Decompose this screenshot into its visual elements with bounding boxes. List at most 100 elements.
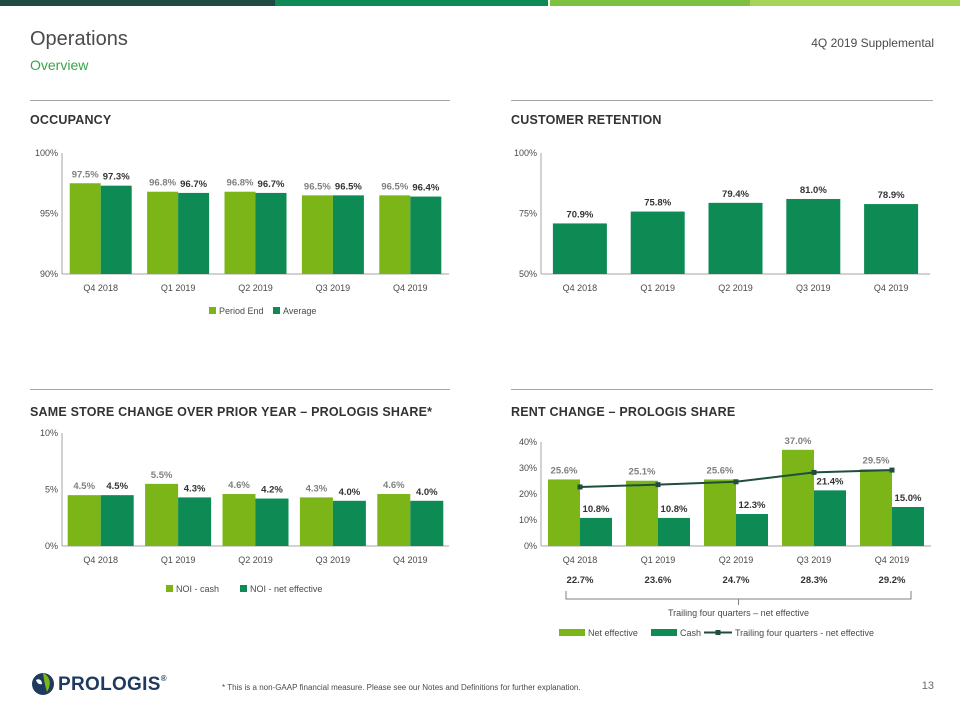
same-store-chart: 0% 5% 10% Q4 2018 4.5% 4.5% Q1 2019 5.5% 4.3% Q2 … xyxy=(40,428,449,594)
bar-data-label: 97.3% xyxy=(103,172,130,183)
legend-swatch xyxy=(209,307,216,314)
legend-label: Cash xyxy=(680,628,701,638)
legend-label: Average xyxy=(283,306,316,316)
bar xyxy=(178,497,212,546)
x-tick-label: Q4 2018 xyxy=(563,555,598,565)
bar xyxy=(786,198,841,274)
trailing-line-marker xyxy=(577,484,583,490)
bar xyxy=(580,517,612,546)
divider-rent-change xyxy=(511,389,933,390)
bar xyxy=(255,498,289,546)
same-store-title: SAME STORE CHANGE OVER PRIOR YEAR – PROL… xyxy=(30,405,433,419)
bar-data-label: 4.6% xyxy=(228,480,250,491)
legend-swatch xyxy=(240,585,247,592)
bar-data-label: 96.7% xyxy=(180,179,207,190)
bar-data-label: 4.3% xyxy=(306,483,328,494)
trailing-line-marker xyxy=(811,469,817,475)
top-bar-segment-3 xyxy=(548,0,550,6)
x-tick-label: Q4 2018 xyxy=(83,283,118,293)
top-color-bar xyxy=(0,0,960,6)
bar xyxy=(332,500,366,546)
top-bar-segment-5 xyxy=(750,0,960,6)
bar-data-label: 25.6% xyxy=(551,465,578,476)
x-tick-label: Q2 2019 xyxy=(238,555,273,565)
bar xyxy=(548,479,580,546)
bar xyxy=(67,495,101,546)
bar xyxy=(379,195,411,274)
bar-data-label: 4.0% xyxy=(416,487,438,498)
y-tick-label: 40% xyxy=(519,437,537,447)
occupancy-title: OCCUPANCY xyxy=(30,113,112,127)
bar-data-label: 70.9% xyxy=(566,209,593,220)
x-tick-label: Q3 2019 xyxy=(316,555,351,565)
page-subtitle: Overview xyxy=(30,57,89,73)
logo-wordmark: PROLOGIS xyxy=(58,674,161,695)
rent-change-chart: 0% 10% 20% 30% 40% Q4 2018 25.6% 10.8% Q1 2019 25… xyxy=(519,436,931,638)
y-tick-label: 50% xyxy=(519,269,537,279)
bar-data-label: 97.5% xyxy=(72,169,99,180)
rent-change-title: RENT CHANGE – PROLOGIS SHARE xyxy=(511,405,736,419)
y-tick-label: 30% xyxy=(519,463,537,473)
x-tick-label: Q4 2019 xyxy=(874,283,909,293)
bar-data-label: 4.5% xyxy=(106,481,128,492)
page-title: Operations xyxy=(30,28,128,50)
bar-data-label: 21.4% xyxy=(817,476,844,487)
legend-label: Net effective xyxy=(588,628,638,638)
top-bar-segment-4 xyxy=(550,0,750,6)
legend-line-marker xyxy=(715,630,721,635)
trailing-bracket-label: Trailing four quarters – net effective xyxy=(668,608,809,618)
bar-data-label: 25.1% xyxy=(629,467,656,478)
bar xyxy=(704,479,736,546)
trailing-value-label: 23.6% xyxy=(645,575,672,586)
bar xyxy=(255,192,287,274)
bar-data-label: 96.8% xyxy=(227,178,254,189)
x-tick-label: Q1 2019 xyxy=(640,283,675,293)
bar-data-label: 4.0% xyxy=(339,487,361,498)
bar-data-label: 25.6% xyxy=(707,465,734,476)
bar xyxy=(864,204,919,274)
bar xyxy=(410,500,444,546)
bar xyxy=(147,191,179,274)
trailing-value-label: 24.7% xyxy=(723,575,750,586)
bar-data-label: 79.4% xyxy=(722,189,749,200)
bar xyxy=(552,223,607,274)
bar xyxy=(814,490,846,546)
prologis-logo: PROLOGIS® xyxy=(30,670,180,700)
x-tick-label: Q4 2019 xyxy=(875,555,910,565)
x-tick-label: Q4 2019 xyxy=(393,555,428,565)
legend-label: NOI - cash xyxy=(176,584,219,594)
x-tick-label: Q3 2019 xyxy=(796,283,831,293)
legend-swatch xyxy=(651,629,677,636)
x-tick-label: Q4 2018 xyxy=(563,283,598,293)
bar xyxy=(69,183,101,274)
bar xyxy=(178,192,210,274)
bar xyxy=(410,196,442,274)
bar-data-label: 75.8% xyxy=(644,198,671,209)
legend-label: Period End xyxy=(219,306,264,316)
top-bar-segment-1 xyxy=(0,0,275,6)
y-tick-label: 10% xyxy=(519,515,537,525)
bar-data-label: 10.8% xyxy=(661,504,688,515)
y-tick-label: 5% xyxy=(45,485,58,495)
x-tick-label: Q3 2019 xyxy=(797,555,832,565)
bar-data-label: 4.3% xyxy=(184,483,206,494)
bar-data-label: 96.5% xyxy=(335,181,362,192)
bar xyxy=(630,211,685,274)
bar xyxy=(222,494,256,546)
legend-swatch xyxy=(559,629,585,636)
bar-data-label: 12.3% xyxy=(739,500,766,511)
y-tick-label: 75% xyxy=(519,209,537,219)
bar xyxy=(708,202,763,274)
trailing-line-marker xyxy=(889,467,895,473)
bar-data-label: 5.5% xyxy=(151,470,173,481)
bar xyxy=(332,195,364,274)
retention-title: CUSTOMER RETENTION xyxy=(511,113,662,127)
globe-leaf-icon xyxy=(32,673,54,695)
bar-data-label: 96.7% xyxy=(258,179,285,190)
x-tick-label: Q4 2018 xyxy=(83,555,118,565)
y-tick-label: 90% xyxy=(40,269,58,279)
bar-data-label: 29.5% xyxy=(863,455,890,466)
x-tick-label: Q3 2019 xyxy=(316,283,351,293)
bar xyxy=(100,495,134,546)
bar-data-label: 4.6% xyxy=(383,480,405,491)
